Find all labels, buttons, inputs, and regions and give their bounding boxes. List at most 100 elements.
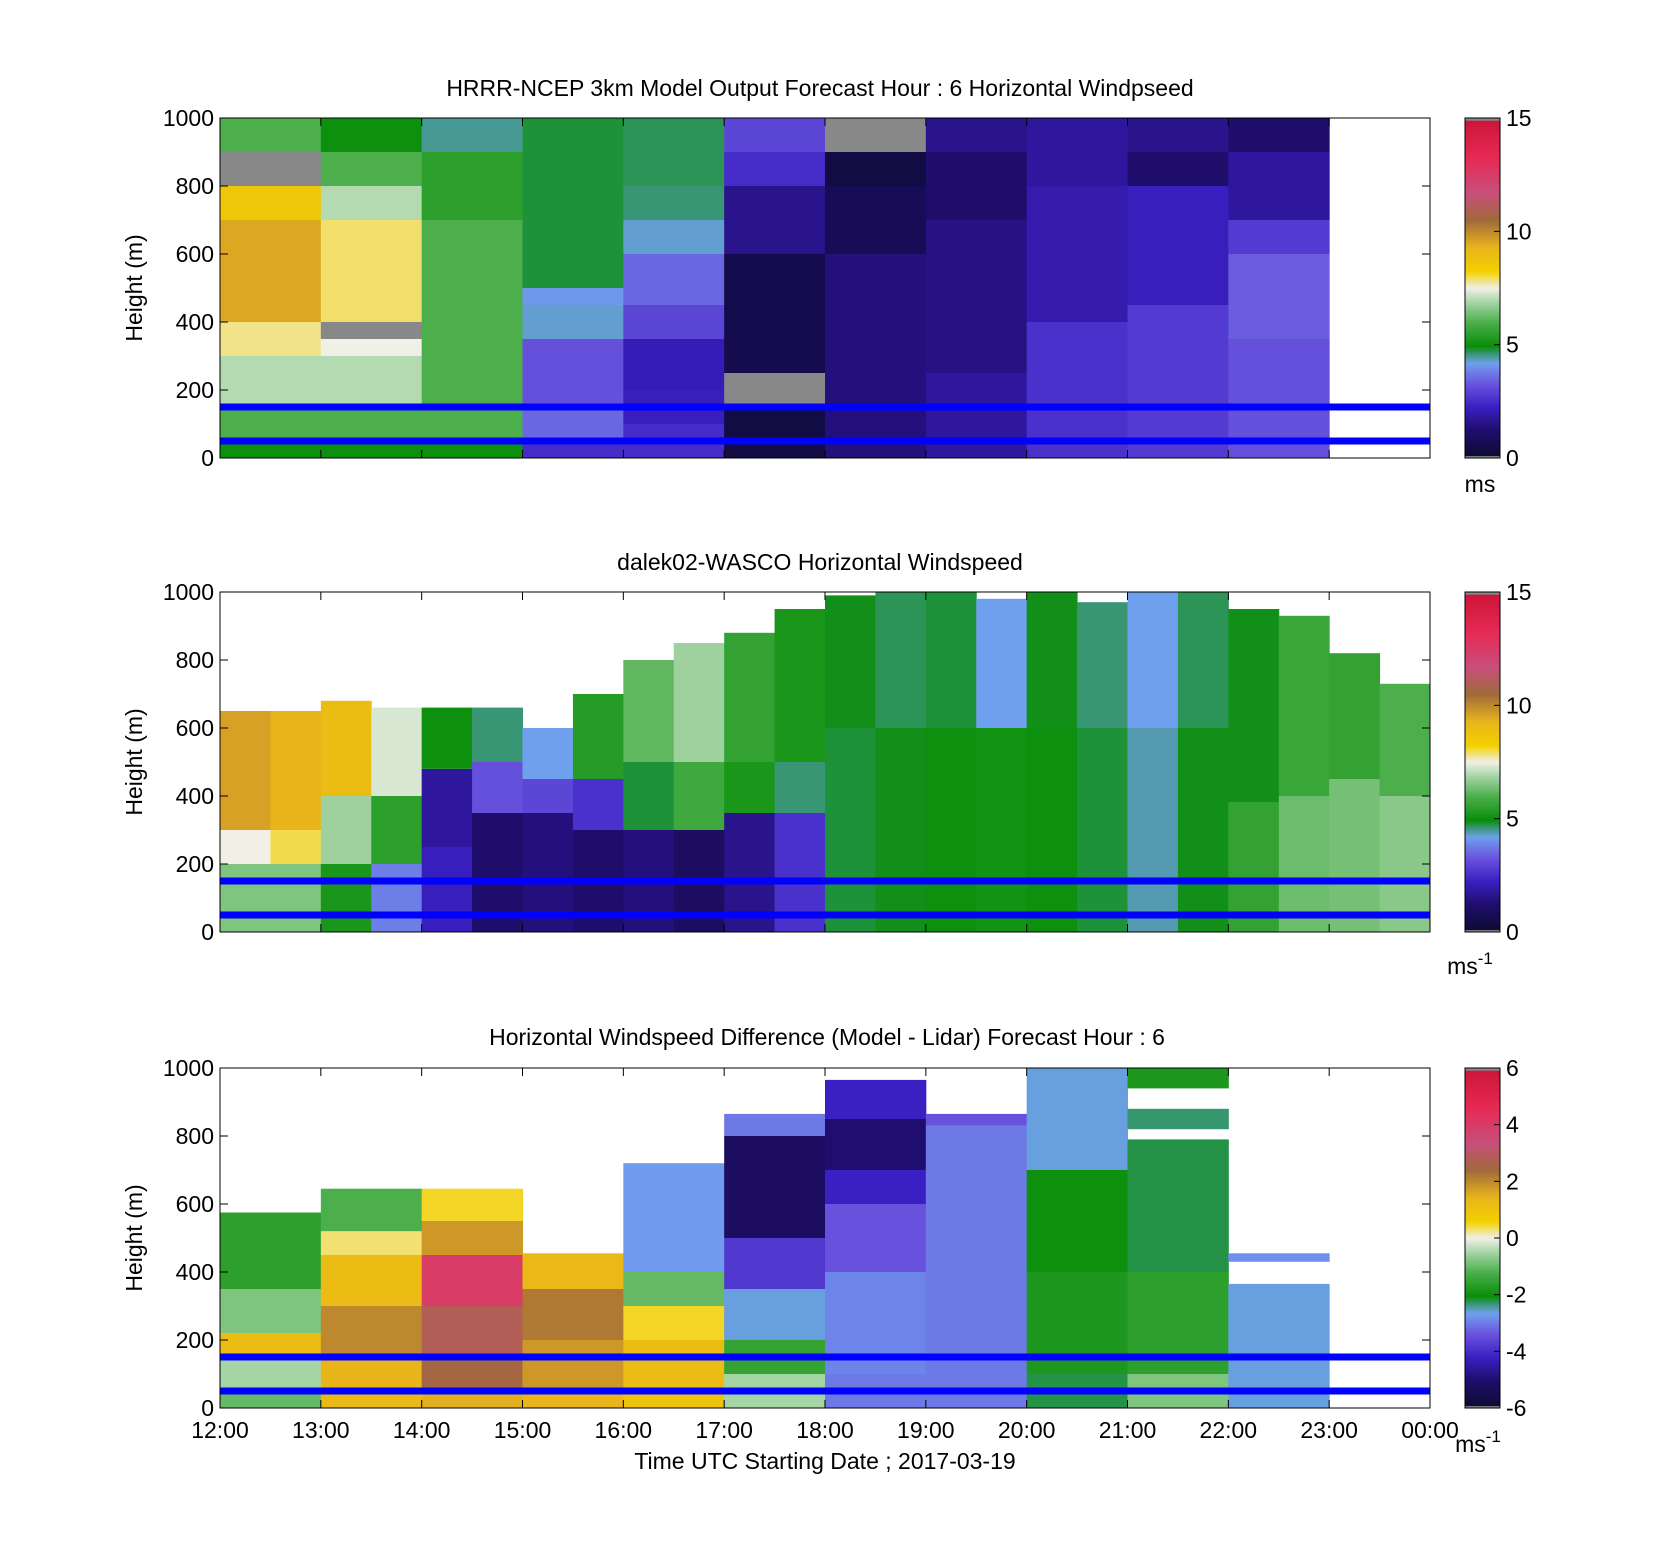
panel-lidar-colorbar-segment-93	[1465, 718, 1500, 722]
panel-difference-colorbar-segment-75	[1465, 1235, 1500, 1239]
panel-difference-colorbar-segment-7	[1465, 1389, 1500, 1393]
panel-lidar-reference-lines	[220, 877, 1430, 919]
panel-difference-cell-0-2	[220, 1333, 322, 1357]
panel-difference-colorbar-segment-105	[1465, 1167, 1500, 1171]
panel-model-y-tick-label-0: 0	[201, 445, 214, 471]
panel-lidar-colorbar-tick-label-3: 15	[1506, 579, 1532, 605]
panel-model-cell-9-3	[1127, 118, 1229, 152]
panel-lidar-y-tick-label-0: 0	[201, 919, 214, 945]
panel-lidar-colorbar-segment-67	[1465, 777, 1500, 781]
panel-model-cell-2-2	[421, 152, 523, 220]
panel-difference-colorbar-segment-32	[1465, 1333, 1500, 1336]
panel-difference-colorbar-segment-128	[1465, 1115, 1500, 1119]
panel-model-colorbar-segment-71	[1465, 294, 1500, 298]
panel-model-colorbar-segment-90	[1465, 251, 1500, 255]
panel-model-colorbar-segment-7	[1465, 439, 1500, 443]
panel-difference-colorbar-segment-97	[1465, 1185, 1500, 1189]
panel-difference-colorbar-segment-36	[1465, 1324, 1500, 1327]
panel-model-colorbar-segment-21	[1465, 408, 1500, 411]
panel-model-colorbar-segment-100	[1465, 229, 1500, 232]
panel-model-cell-0-7	[220, 118, 322, 152]
panel-difference-colorbar-unit: ms-1	[1455, 1427, 1501, 1457]
panel-model-colorbar-segment-89	[1465, 254, 1500, 257]
panel-difference-colorbar-segment-0	[1465, 1405, 1500, 1409]
panel-lidar-colorbar-segment-29	[1465, 864, 1500, 867]
panel-lidar-colorbar-segment-72	[1465, 766, 1500, 770]
panel-model-colorbar-segment-143	[1465, 131, 1500, 135]
panel-model-colorbar-segment-36	[1465, 374, 1500, 377]
panel-lidar-cell-4-2	[421, 707, 473, 769]
panel-model-colorbar-segment-140	[1465, 138, 1500, 142]
panel-lidar-colorbar-segment-78	[1465, 752, 1500, 756]
panel-lidar-colorbar-segment-40	[1465, 839, 1500, 842]
panel-model-colorbar-segment-122	[1465, 179, 1500, 182]
panel-model-colorbar-segment-129	[1465, 163, 1500, 166]
panel-lidar-colorbar-segment-104	[1465, 694, 1500, 697]
panel-difference-colorbar-segment-41	[1465, 1312, 1500, 1316]
panel-difference-colorbar-segment-146	[1465, 1074, 1500, 1078]
panel-lidar-colorbar-segment-1	[1465, 927, 1500, 931]
panel-difference-colorbar-segment-50	[1465, 1292, 1500, 1296]
panel-difference-colorbar-segment-2	[1465, 1401, 1500, 1404]
panel-difference-colorbar-segment-71	[1465, 1244, 1500, 1248]
panel-model-colorbar-segment-131	[1465, 158, 1500, 162]
panel-difference-y-tick-label-1: 200	[176, 1327, 214, 1353]
panel-lidar-colorbar-segment-64	[1465, 784, 1500, 788]
x-tick-label-4: 16:00	[595, 1417, 653, 1443]
panel-lidar-colorbar-segment-15	[1465, 895, 1500, 899]
panel-model-cell-5-4	[724, 152, 826, 186]
panel-model-colorbar-segment-141	[1465, 136, 1500, 139]
panel-lidar-colorbar-segment-102	[1465, 698, 1500, 702]
panel-model-colorbar-segment-116	[1465, 192, 1500, 196]
panel-lidar-colorbar-segment-139	[1465, 614, 1500, 618]
panel-lidar-colorbar-segment-124	[1465, 648, 1500, 652]
panel-lidar-colorbar-segment-91	[1465, 723, 1500, 727]
panel-lidar-colorbar-segment-79	[1465, 750, 1500, 754]
panel-model-colorbar-segment-148	[1465, 120, 1500, 123]
panel-difference-cell-4-2	[623, 1306, 725, 1340]
panel-difference-cell-3-3	[522, 1253, 624, 1289]
panel-model-colorbar-segment-103	[1465, 222, 1500, 225]
panel-lidar-colorbar-segment-113	[1465, 673, 1500, 677]
panel-lidar-colorbar-segment-118	[1465, 662, 1500, 665]
panel-lidar-colorbar-tick-label-2: 10	[1506, 692, 1532, 718]
panel-model-y-tick-label-5: 1000	[163, 105, 214, 131]
panel-difference-colorbar-segment-15	[1465, 1371, 1500, 1375]
panel-difference-colorbar-segment-57	[1465, 1276, 1500, 1280]
panel-lidar-colorbar-segment-110	[1465, 680, 1500, 684]
panel-model-colorbar-segment-108	[1465, 210, 1500, 214]
panel-difference-cell-0-1	[220, 1357, 322, 1391]
panel-model-colorbar-segment-145	[1465, 127, 1500, 130]
panel-model-cell-3-1	[522, 407, 624, 441]
panel-difference-colorbar-segment-140	[1465, 1088, 1500, 1092]
panel-lidar-colorbar-segment-14	[1465, 898, 1500, 901]
panel-difference-colorbar-segment-116	[1465, 1142, 1500, 1146]
panel-model-colorbar-segment-69	[1465, 299, 1500, 302]
panel-difference-cell-5-4	[724, 1136, 826, 1238]
panel-difference-colorbar-segment-76	[1465, 1233, 1500, 1237]
panel-difference-cell-1-5	[320, 1188, 423, 1232]
panel-lidar-colorbar-segment-90	[1465, 725, 1500, 729]
panel-model-colorbar-segment-126	[1465, 170, 1500, 173]
panel-difference-cell-1-3	[320, 1255, 423, 1306]
panel-difference-colorbar-segment-4	[1465, 1396, 1500, 1400]
panel-lidar-colorbar-segment-31	[1465, 859, 1500, 863]
panel-model-colorbar-segment-0	[1465, 455, 1500, 459]
panel-model-cell-0-5	[220, 186, 322, 220]
panel-lidar-cell-5-2	[472, 707, 523, 762]
panel-lidar-cell-7-2	[572, 694, 624, 779]
panel-lidar-cell-6-2	[522, 728, 574, 779]
panel-difference-colorbar-segment-89	[1465, 1204, 1500, 1207]
panel-lidar-colorbar-segment-27	[1465, 868, 1500, 872]
panel-lidar-colorbar-segment-9	[1465, 909, 1500, 912]
panel-difference-cell-6-3	[825, 1170, 927, 1204]
panel-lidar-colorbar-segment-32	[1465, 857, 1500, 860]
panel-model-colorbar-tick-label-2: 10	[1506, 218, 1532, 244]
panel-difference-colorbar-segment-122	[1465, 1129, 1500, 1132]
panel-difference-colorbar-segment-114	[1465, 1147, 1500, 1150]
panel-difference-colorbar-segment-123	[1465, 1126, 1500, 1130]
panel-difference-colorbar-segment-66	[1465, 1256, 1500, 1259]
panel-lidar-colorbar-segment-48	[1465, 820, 1500, 824]
panel-lidar-ylabel: Height (m)	[121, 708, 147, 815]
panel-model-cell-1-8	[320, 118, 423, 152]
